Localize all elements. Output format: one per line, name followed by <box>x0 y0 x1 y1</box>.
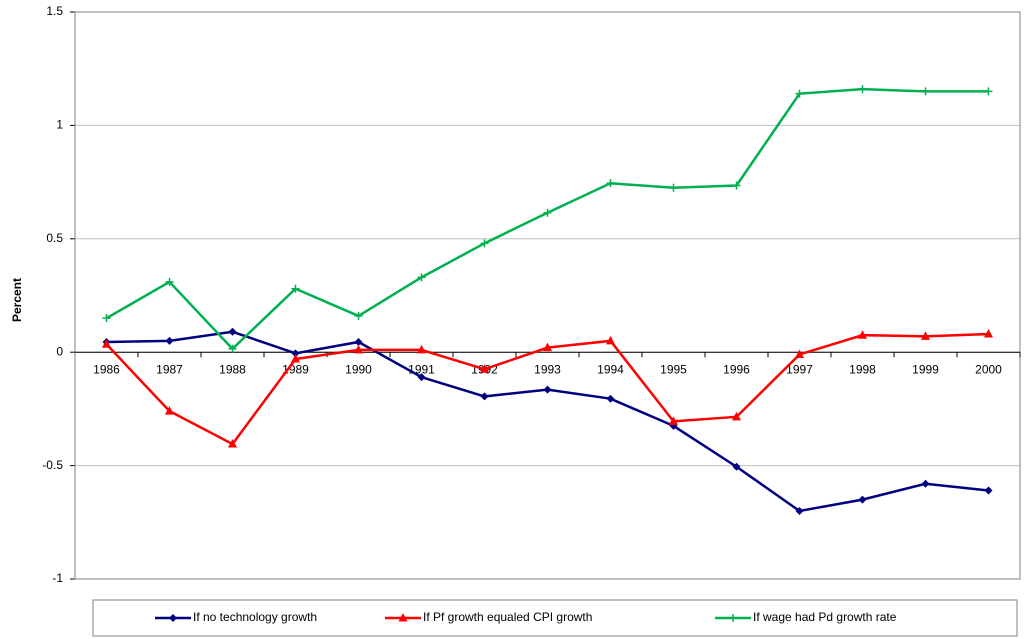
marker <box>291 284 300 293</box>
y-tick-label: 1.5 <box>46 4 63 18</box>
marker <box>984 87 993 96</box>
marker <box>921 87 930 96</box>
legend-label: If no technology growth <box>193 610 317 624</box>
marker <box>354 344 363 354</box>
x-tick-label: 1999 <box>912 362 939 376</box>
marker <box>480 364 489 373</box>
y-axis-label: Percent <box>10 278 24 322</box>
marker <box>417 344 426 354</box>
x-tick-label: 1994 <box>597 362 624 376</box>
marker <box>102 339 111 348</box>
marker <box>102 314 111 323</box>
marker <box>480 392 489 401</box>
marker <box>921 331 930 340</box>
marker <box>606 179 615 188</box>
x-tick-label: 1989 <box>282 362 309 376</box>
marker <box>291 349 300 358</box>
marker <box>732 411 741 421</box>
y-tick-label: -1 <box>52 571 63 585</box>
legend-label: If wage had Pd growth rate <box>753 610 897 624</box>
marker <box>291 354 300 363</box>
marker <box>795 506 804 515</box>
y-tick-label: 0.5 <box>46 231 63 245</box>
marker <box>921 479 930 488</box>
marker <box>984 486 993 495</box>
marker <box>228 344 237 353</box>
marker <box>165 406 174 415</box>
marker <box>858 85 867 94</box>
legend: If no technology growth If Pf growth equa… <box>92 599 1018 637</box>
marker <box>669 183 678 192</box>
x-tick-label: 1986 <box>93 362 120 376</box>
series-line <box>106 330 989 513</box>
x-tick-label: 1996 <box>723 362 750 376</box>
marker <box>858 495 867 504</box>
marker <box>732 462 741 471</box>
marker <box>543 342 552 352</box>
marker <box>606 335 615 345</box>
marker <box>606 394 615 403</box>
x-tick-label: 1997 <box>786 362 813 376</box>
marker <box>165 277 174 286</box>
marker <box>417 273 426 282</box>
x-tick-label: 1990 <box>345 362 372 376</box>
y-tick-label: 0 <box>56 344 63 358</box>
marker <box>228 439 237 448</box>
marker <box>543 208 552 217</box>
marker <box>669 416 678 425</box>
marker <box>165 336 174 345</box>
marker <box>858 330 867 339</box>
marker <box>984 329 993 338</box>
y-tick-label: -0.5 <box>42 458 63 472</box>
marker <box>354 337 363 346</box>
marker <box>417 373 426 382</box>
marker <box>169 614 177 622</box>
series-line <box>105 87 989 351</box>
y-tick-label: 1 <box>56 118 63 132</box>
x-tick-label: 1987 <box>156 362 183 376</box>
x-tick-label: 1998 <box>849 362 876 376</box>
legend-box <box>92 599 1018 637</box>
marker <box>732 181 741 190</box>
marker <box>354 311 363 320</box>
plot-border <box>74 11 1021 580</box>
marker <box>543 385 552 394</box>
x-tick-label: 2000 <box>975 362 1002 376</box>
marker <box>398 613 408 622</box>
x-tick-label: 1995 <box>660 362 687 376</box>
marker <box>228 327 237 336</box>
marker <box>480 239 489 248</box>
x-tick-label: 1988 <box>219 362 246 376</box>
legend-label: If Pf growth equaled CPI growth <box>423 610 592 624</box>
marker <box>795 89 804 98</box>
marker <box>729 614 737 622</box>
marker <box>795 349 804 358</box>
x-tick-label: 1993 <box>534 362 561 376</box>
